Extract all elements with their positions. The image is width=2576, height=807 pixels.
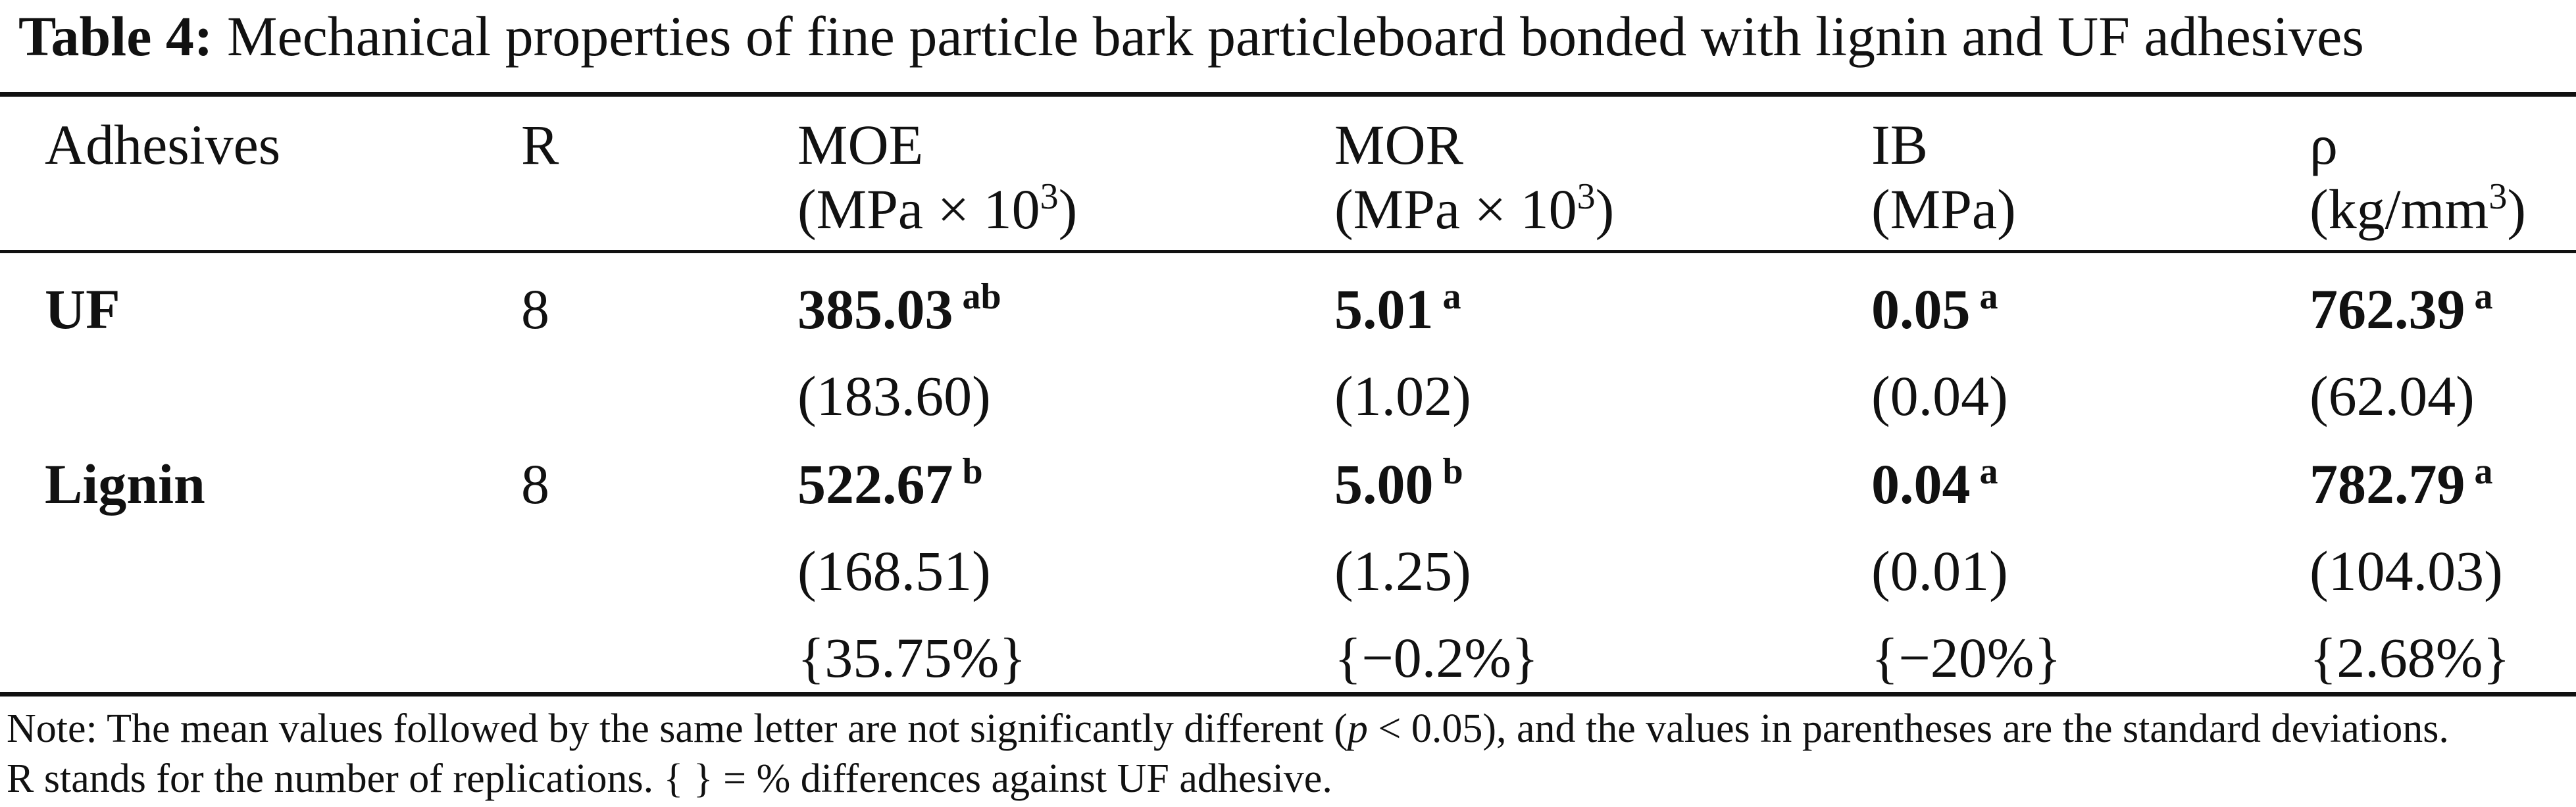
row-lignin-moe: 522.67 b [797,451,983,516]
header-moe: MOE [797,113,924,176]
table-caption: Table 4: Mechanical properties of fine p… [18,0,2565,72]
table-note-line-1: Note: The mean values followed by the sa… [7,706,2449,751]
row-uf-rho-sd: (62.04) [2310,364,2475,428]
row-lignin-moe-diff: {35.75%} [797,626,1026,689]
row-uf-moe-sd: (183.60) [797,364,991,428]
header-mor: MOR [1334,113,1463,176]
header-ib-unit: (MPa) [1871,178,2016,241]
bottom-rule [0,692,2576,697]
row-uf-ib: 0.05 a [1871,276,1998,341]
row-lignin-rho: 782.79 a [2310,451,2493,516]
row-uf-adhesive: UF [45,278,120,341]
header-r: R [521,113,559,176]
row-uf-mor: 5.01 a [1334,276,1461,341]
table-label: Table 4: [18,5,213,68]
top-rule [0,92,2576,97]
row-uf-moe: 385.03 ab [797,276,1001,341]
header-rho: ρ [2310,113,2338,176]
row-lignin-rho-sd: (104.03) [2310,539,2503,602]
header-rule [0,250,2576,253]
table-title: Mechanical properties of fine particle b… [227,5,2364,68]
row-lignin-mor-sd: (1.25) [1334,539,1471,602]
row-lignin-mor: 5.00 b [1334,451,1463,516]
row-uf-r: 8 [521,278,549,341]
header-rho-unit: (kg/mm3) [2310,176,2526,241]
table-note-line-2: R stands for the number of replications.… [7,756,1332,801]
row-uf-ib-sd: (0.04) [1871,364,2008,428]
header-moe-unit: (MPa × 103) [797,176,1078,241]
row-lignin-rho-diff: {2.68%} [2310,626,2510,689]
header-mor-unit: (MPa × 103) [1334,176,1615,241]
row-uf-mor-sd: (1.02) [1334,364,1471,428]
row-lignin-ib-diff: {−20%} [1871,626,2061,689]
row-lignin-ib: 0.04 a [1871,451,1998,516]
header-ib: IB [1871,113,1928,176]
row-lignin-adhesive: Lignin [45,452,205,516]
row-lignin-moe-sd: (168.51) [797,539,991,602]
row-lignin-mor-diff: {−0.2%} [1334,626,1539,689]
row-lignin-r: 8 [521,452,549,516]
header-adhesives: Adhesives [45,113,281,176]
row-lignin-ib-sd: (0.01) [1871,539,2008,602]
row-uf-rho: 762.39 a [2310,276,2493,341]
